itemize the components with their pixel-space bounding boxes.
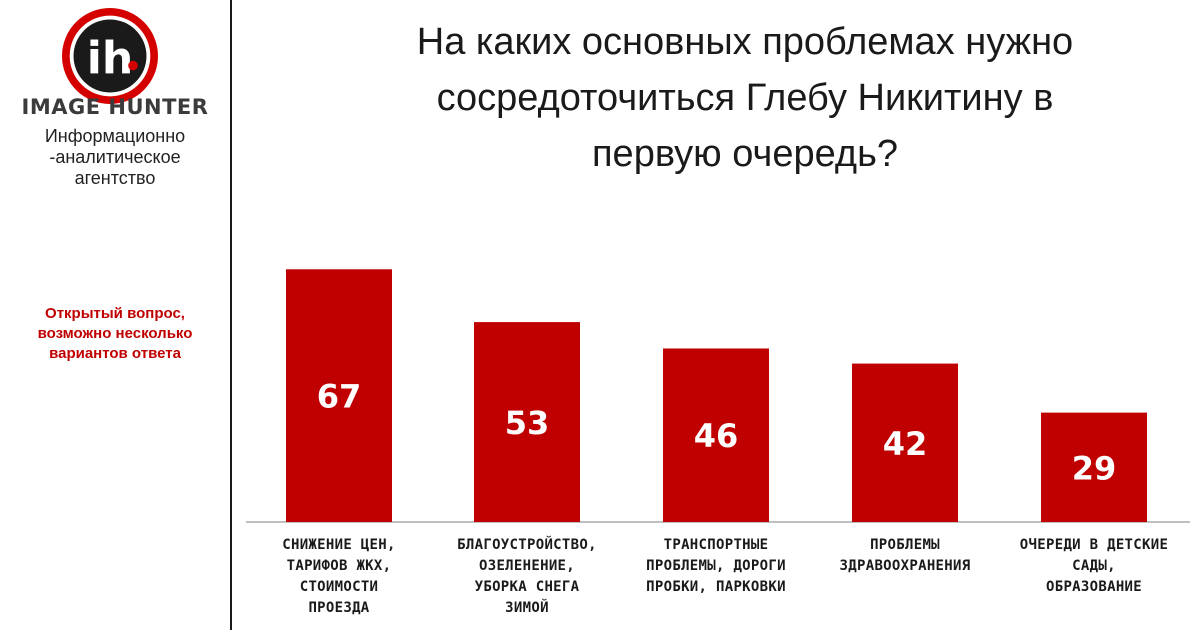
category-label-line: ОЧЕРЕДИ В ДЕТСКИЕ [1019, 537, 1169, 553]
category-label-line: ПРОЕЗДА [308, 600, 370, 616]
category-label-line: ЗДРАВООХРАНЕНИЯ [839, 558, 971, 574]
title-line: сосредоточиться Глебу Никитину в [436, 77, 1054, 119]
agency-description: Информационно -аналитическое агентство [0, 126, 230, 189]
category-label-line: УБОРКА СНЕГА [474, 579, 580, 595]
category-label-line: БЛАГОУСТРОЙСТВО, [457, 537, 597, 553]
category-label-line: ТАРИФОВ ЖКХ, [286, 558, 392, 574]
category-label-line: ОБРАЗОВАНИЕ [1045, 579, 1143, 595]
category-label-line: СНИЖЕНИЕ ЦЕН, [282, 537, 396, 553]
category-label-line: ЗИМОЙ [505, 600, 549, 616]
bar-value-label: 29 [1072, 449, 1117, 487]
category-label: ТРАНСПОРТНЫЕ ПРОБЛЕМЫ, ДОРОГИ ПРОБКИ, ПАРК… [621, 535, 811, 598]
category-label-line: ПРОБКИ, ПАРКОВКИ [646, 579, 786, 595]
image-hunter-logo: ih [62, 8, 158, 104]
bar [852, 363, 958, 522]
bar [663, 348, 769, 522]
note-line: вариантов ответа [49, 345, 181, 362]
category-label-line: ОЗЕЛЕНЕНИЕ, [478, 558, 576, 574]
bar [1041, 412, 1147, 522]
bar-value-label: 53 [505, 404, 550, 442]
vertical-divider [230, 0, 232, 630]
category-label-line: САДЫ, [1072, 558, 1116, 574]
bar [286, 269, 392, 522]
agency-line: агентство [74, 168, 156, 188]
title-line: На каких основных проблемах нужно [416, 21, 1074, 63]
category-label: ПРОБЛЕМЫ ЗДРАВООХРАНЕНИЯ [810, 535, 1000, 577]
bar-value-label: 42 [883, 425, 928, 463]
note-line: Открытый вопрос, [45, 305, 185, 322]
category-label-line: ПРОБЛЕМЫ, ДОРОГИ [646, 558, 786, 574]
category-label: БЛАГОУСТРОЙСТВО, ОЗЕЛЕНЕНИЕ, УБОРКА СНЕГА З… [432, 535, 622, 619]
agency-line: -аналитическое [49, 147, 181, 167]
category-label-line: СТОИМОСТИ [299, 579, 379, 595]
brand-name: IMAGE HUNTER [21, 95, 209, 119]
title-line: первую очередь? [591, 133, 899, 175]
bar [474, 322, 580, 522]
chart-title: На каких основных проблемах нужно сосред… [290, 14, 1200, 182]
note-line: возможно несколько [37, 325, 193, 342]
sidebar: ih IMAGE HUNTER Информационно -аналитиче… [0, 0, 230, 630]
bar-value-label: 67 [317, 378, 362, 416]
svg-text:ih: ih [87, 33, 134, 84]
question-note: Открытый вопрос, возможно несколько вари… [0, 304, 230, 364]
category-label-line: ТРАНСПОРТНЫЕ [663, 537, 769, 553]
category-label-line: ПРОБЛЕМЫ [870, 537, 940, 553]
category-label: СНИЖЕНИЕ ЦЕН, ТАРИФОВ ЖКХ, СТОИМОСТИ ПРОЕЗД… [244, 535, 434, 619]
bar-chart: 67 53 46 42 29 [246, 269, 1190, 523]
bar-value-label: 46 [694, 417, 739, 455]
category-label: ОЧЕРЕДИ В ДЕТСКИЕ САДЫ, ОБРАЗОВАНИЕ [999, 535, 1189, 598]
agency-line: Информационно [44, 126, 186, 146]
